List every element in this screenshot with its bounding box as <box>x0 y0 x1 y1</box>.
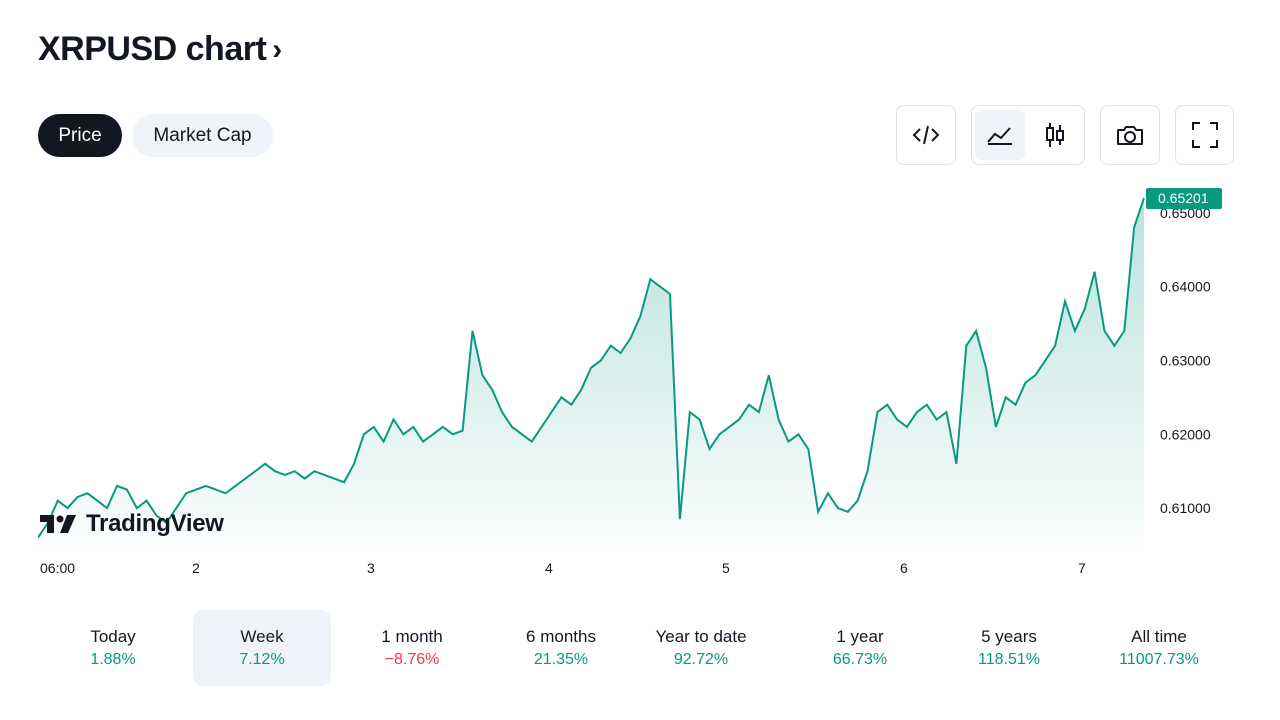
fullscreen-icon <box>1191 122 1218 148</box>
y-tick-label: 0.62000 <box>1160 426 1211 442</box>
chevron-right-icon: › <box>272 32 282 66</box>
tab-market-cap[interactable]: Market Cap <box>132 114 273 157</box>
area-chart-icon <box>987 127 1012 145</box>
x-tick-label: 5 <box>722 560 730 576</box>
tradingview-icon <box>40 515 76 533</box>
period-all-time[interactable]: All time 11007.73% <box>1090 610 1228 686</box>
period-change: 21.35% <box>533 651 589 668</box>
x-tick-label: 2 <box>192 560 200 576</box>
period-1-month[interactable]: 1 month −8.76% <box>343 610 481 686</box>
period-label: Year to date <box>655 627 747 646</box>
period-change: 11007.73% <box>1119 651 1199 668</box>
x-tick-label: 3 <box>367 560 375 576</box>
price-area-fill <box>38 198 1144 545</box>
x-tick-label: 4 <box>545 560 553 576</box>
period-5-years[interactable]: 5 years 118.51% <box>940 610 1078 686</box>
period-change: 92.72% <box>673 651 729 668</box>
period-week[interactable]: Week 7.12% <box>193 610 331 686</box>
last-price-badge <box>1146 188 1222 209</box>
fullscreen-button[interactable] <box>1175 105 1234 165</box>
embed-button[interactable] <box>896 105 956 165</box>
period-change: −8.76% <box>384 651 440 668</box>
period-label: 6 months <box>526 627 596 646</box>
tradingview-logo[interactable]: TradingView <box>40 510 224 538</box>
last-price-label: 0.65201 <box>1158 190 1209 206</box>
period-label: Week <box>240 627 284 646</box>
snapshot-button[interactable] <box>1100 105 1160 165</box>
page-title[interactable]: XRPUSD chart › <box>38 30 282 69</box>
period-label: 5 years <box>981 627 1037 646</box>
brand-name: TradingView <box>86 510 224 537</box>
x-tick-label: 6 <box>900 560 908 576</box>
price-line <box>38 197 1145 539</box>
x-tick-label: 06:00 <box>40 560 75 576</box>
period-change: 118.51% <box>978 651 1040 668</box>
candlestick-icon <box>1046 123 1064 147</box>
area-style-button[interactable] <box>975 110 1025 160</box>
camera-icon <box>1117 126 1143 145</box>
code-icon <box>912 125 940 145</box>
period-label: 1 month <box>381 627 443 646</box>
period-today[interactable]: Today 1.88% <box>44 610 182 686</box>
y-tick-label: 0.64000 <box>1160 279 1211 295</box>
tab-price[interactable]: Price <box>38 114 122 157</box>
period-change: 66.73% <box>832 651 888 668</box>
period-1-year[interactable]: 1 year 66.73% <box>791 610 929 686</box>
period-6-months[interactable]: 6 months 21.35% <box>492 610 630 686</box>
period-change: 1.88% <box>90 651 136 668</box>
x-tick-label: 7 <box>1078 560 1086 576</box>
candles-style-button[interactable] <box>1030 110 1080 160</box>
y-tick-label: 0.61000 <box>1160 500 1211 516</box>
y-tick-label: 0.63000 <box>1160 352 1211 368</box>
chart-title: XRPUSD chart <box>38 30 267 68</box>
period-label: Today <box>90 627 136 646</box>
price-chart[interactable]: 0.610000.620000.630000.640000.650000.652… <box>38 180 1280 580</box>
period-change: 7.12% <box>239 651 285 668</box>
period-label: All time <box>1131 627 1187 646</box>
period-label: 1 year <box>836 627 884 646</box>
period-year-to-date[interactable]: Year to date 92.72% <box>632 610 770 686</box>
